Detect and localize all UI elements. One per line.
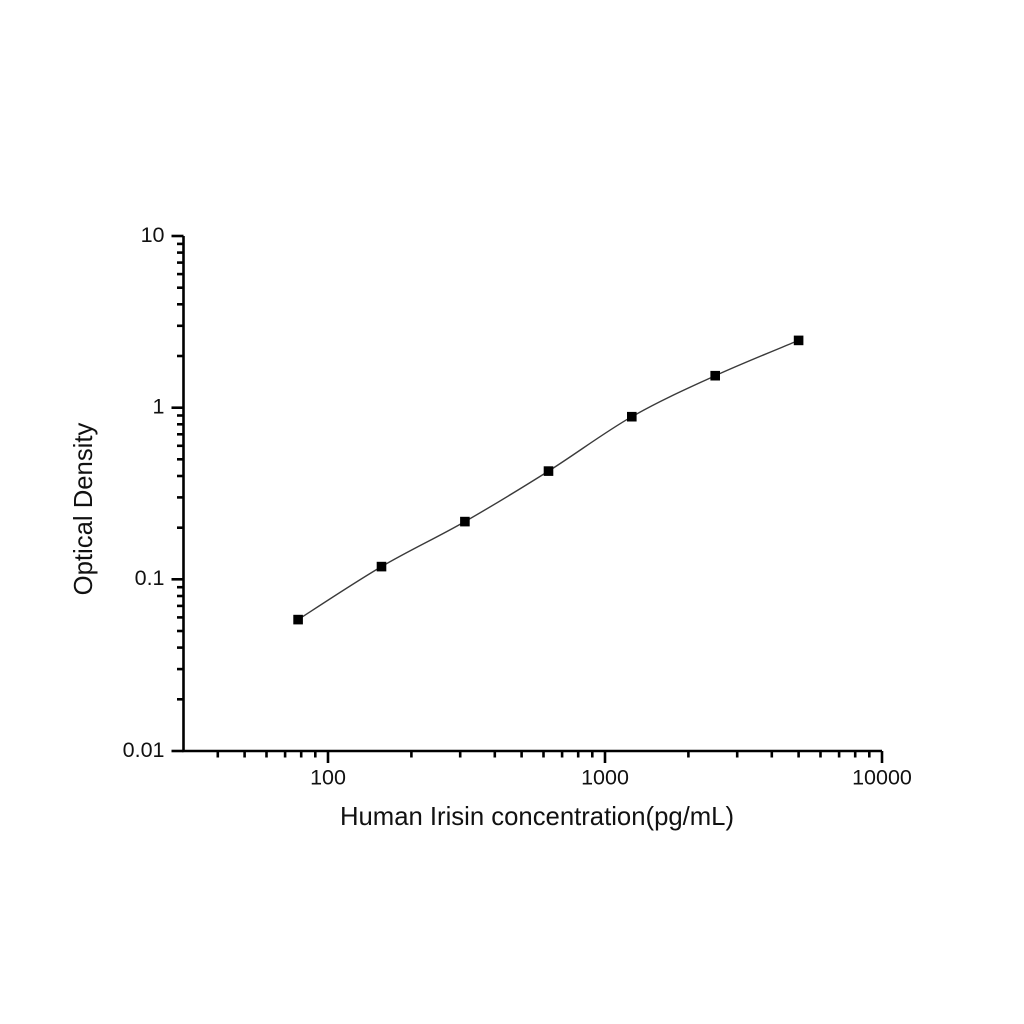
svg-text:0.1: 0.1 (135, 566, 165, 590)
svg-text:10000: 10000 (852, 766, 912, 790)
svg-text:1000: 1000 (581, 766, 629, 790)
svg-text:Optical Density: Optical Density (70, 422, 98, 595)
svg-text:1: 1 (153, 395, 165, 419)
svg-text:Human Irisin concentration(pg/: Human Irisin concentration(pg/mL) (340, 803, 734, 831)
svg-text:10: 10 (141, 223, 165, 247)
svg-text:0.01: 0.01 (123, 738, 165, 762)
svg-text:100: 100 (310, 766, 346, 790)
